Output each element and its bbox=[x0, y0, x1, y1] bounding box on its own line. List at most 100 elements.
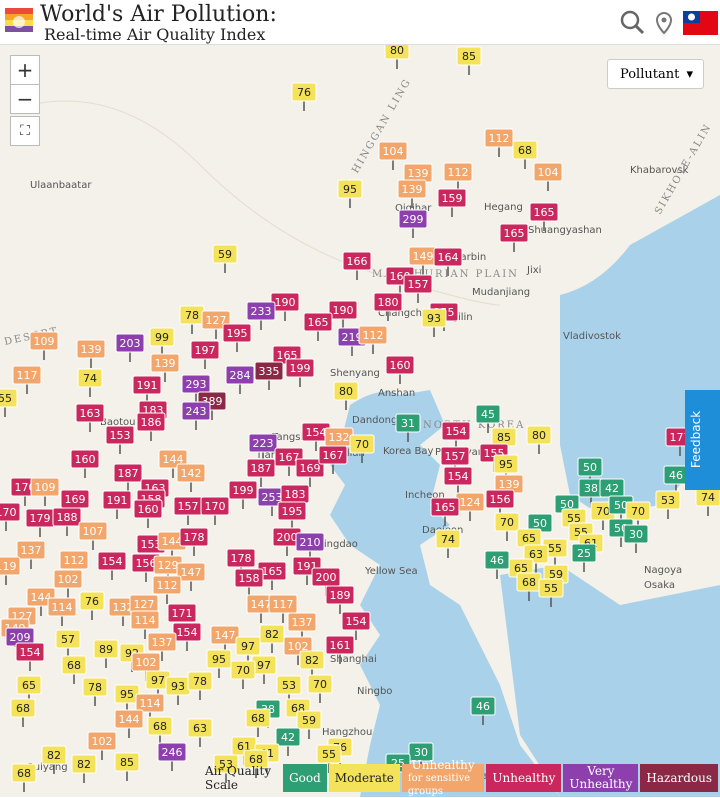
aqi-marker[interactable]: 74 bbox=[77, 368, 103, 397]
aqi-marker[interactable]: 163 bbox=[75, 403, 105, 432]
aqi-marker[interactable]: 68 bbox=[10, 698, 36, 727]
aqi-marker[interactable]: 76 bbox=[291, 82, 317, 111]
aqi-marker[interactable]: 74 bbox=[435, 529, 461, 558]
aqi-marker[interactable]: 223 bbox=[248, 433, 278, 462]
aqi-marker[interactable]: 68 bbox=[147, 716, 173, 745]
aqi-marker[interactable]: 59 bbox=[212, 244, 238, 273]
aqi-marker[interactable]: 142 bbox=[176, 463, 206, 492]
fullscreen[interactable]: ⛶ bbox=[10, 116, 40, 146]
aqi-marker[interactable]: 195 bbox=[222, 323, 252, 352]
aqi-marker[interactable]: 178 bbox=[179, 527, 209, 556]
aqi-marker[interactable]: 169 bbox=[60, 489, 90, 518]
aqi-marker[interactable]: 114 bbox=[47, 597, 77, 626]
aqi-marker[interactable]: 165 bbox=[257, 561, 287, 590]
aqi-marker[interactable]: 46 bbox=[484, 550, 510, 579]
aqi-marker[interactable]: 102 bbox=[53, 569, 83, 598]
aqi-marker[interactable]: 78 bbox=[82, 677, 108, 706]
aqi-marker[interactable]: 156 bbox=[485, 489, 515, 518]
aqi-marker[interactable]: 80 bbox=[526, 425, 552, 454]
aqi-marker[interactable]: 180 bbox=[373, 292, 403, 321]
aqi-marker[interactable]: 45 bbox=[475, 404, 501, 433]
aqi-marker[interactable]: 53 bbox=[655, 490, 681, 519]
aqi-marker[interactable]: 203 bbox=[115, 333, 145, 362]
aqi-marker[interactable]: 97 bbox=[235, 636, 261, 665]
aqi-marker[interactable]: 68 bbox=[61, 655, 87, 684]
aqi-marker[interactable]: 78 bbox=[187, 671, 213, 700]
aqi-marker[interactable]: 78 bbox=[179, 305, 205, 334]
aqi-marker[interactable]: 107 bbox=[78, 521, 108, 550]
aqi-marker[interactable]: 109 bbox=[29, 331, 59, 360]
aqi-marker[interactable]: 191 bbox=[102, 490, 132, 519]
aqi-marker[interactable]: 55 bbox=[0, 388, 18, 417]
aqi-marker[interactable]: 293 bbox=[181, 374, 211, 403]
aqi-marker[interactable]: 154 bbox=[441, 421, 471, 450]
aqi-marker[interactable]: 154 bbox=[172, 622, 202, 651]
aqi-marker[interactable]: 93 bbox=[421, 308, 447, 337]
aqi-marker[interactable]: 80 bbox=[384, 45, 410, 69]
aqi-marker[interactable]: 210 bbox=[295, 532, 325, 561]
aqi-marker[interactable]: 68 bbox=[512, 140, 538, 169]
aqi-marker[interactable]: 299 bbox=[398, 209, 428, 238]
aqi-marker[interactable]: 171 bbox=[167, 603, 197, 632]
aqi-marker[interactable]: 154 bbox=[341, 611, 371, 640]
aqi-marker[interactable]: 144 bbox=[114, 709, 144, 738]
aqi-marker[interactable]: 139 bbox=[76, 339, 106, 368]
aqi-marker[interactable]: 284 bbox=[225, 365, 255, 394]
aqi-marker[interactable]: 85 bbox=[114, 752, 140, 781]
aqi-marker[interactable]: 154 bbox=[15, 642, 45, 671]
aqi-marker[interactable]: 154 bbox=[301, 422, 331, 451]
aqi-marker[interactable]: 114 bbox=[135, 693, 165, 722]
aqi-marker[interactable]: 112 bbox=[484, 128, 514, 157]
aqi-marker[interactable]: 70 bbox=[625, 501, 651, 530]
aqi-marker[interactable]: 80 bbox=[333, 381, 359, 410]
aqi-marker[interactable]: 70 bbox=[307, 674, 333, 703]
aqi-marker[interactable]: 102 bbox=[87, 731, 117, 760]
aqi-marker[interactable]: 139 bbox=[397, 179, 427, 208]
aqi-marker[interactable]: 183 bbox=[280, 484, 310, 513]
aqi-marker[interactable]: 159 bbox=[437, 188, 467, 217]
aqi-marker[interactable]: 200 bbox=[272, 527, 302, 556]
aqi-marker[interactable]: 189 bbox=[325, 585, 355, 614]
aqi-marker[interactable]: 127 bbox=[201, 310, 231, 339]
aqi-marker[interactable]: 117 bbox=[268, 594, 298, 623]
aqi-marker[interactable]: 95 bbox=[114, 684, 140, 713]
aqi-marker[interactable]: 82 bbox=[41, 745, 67, 774]
aqi-marker[interactable]: 170 bbox=[0, 502, 21, 531]
aqi-marker[interactable]: 186 bbox=[136, 412, 166, 441]
aqi-marker[interactable]: 50 bbox=[577, 457, 603, 486]
aqi-marker[interactable]: 82 bbox=[299, 650, 325, 679]
aqi-marker[interactable]: 154 bbox=[443, 466, 473, 495]
aqi-marker[interactable]: 102 bbox=[131, 652, 161, 681]
aqi-marker[interactable]: 187 bbox=[246, 458, 276, 487]
aqi-marker[interactable]: 165 bbox=[430, 497, 460, 526]
aqi-marker[interactable]: 112 bbox=[358, 325, 388, 354]
aqi-marker[interactable]: 165 bbox=[303, 312, 333, 341]
aqi-marker[interactable]: 95 bbox=[337, 179, 363, 208]
aqi-marker[interactable]: 167 bbox=[318, 445, 348, 474]
aqi-marker[interactable]: 82 bbox=[71, 754, 97, 783]
aqi-marker[interactable]: 53 bbox=[276, 675, 302, 704]
zoom-out[interactable]: − bbox=[10, 84, 40, 114]
aqi-marker[interactable]: 63 bbox=[187, 718, 213, 747]
aqi-marker[interactable]: 179 bbox=[25, 508, 55, 537]
aqi-marker[interactable]: 112 bbox=[443, 162, 473, 191]
aqi-marker[interactable]: 112 bbox=[59, 550, 89, 579]
aqi-marker[interactable]: 170 bbox=[200, 496, 230, 525]
aqi-marker[interactable]: 112 bbox=[152, 575, 182, 604]
aqi-marker[interactable]: 30 bbox=[408, 742, 434, 771]
aqi-marker[interactable]: 147 bbox=[210, 625, 240, 654]
aqi-marker[interactable]: 137 bbox=[147, 632, 177, 661]
aqi-marker[interactable]: 139 bbox=[494, 474, 524, 503]
aqi-marker[interactable]: 157 bbox=[440, 446, 470, 475]
aqi-marker[interactable]: 42 bbox=[275, 727, 301, 756]
aqi-marker[interactable]: 70 bbox=[230, 660, 256, 689]
aqi-marker[interactable]: 233 bbox=[246, 301, 276, 330]
aqi-marker[interactable]: 187 bbox=[113, 463, 143, 492]
aqi-marker[interactable]: 70 bbox=[494, 512, 520, 541]
aqi-marker[interactable]: 137 bbox=[287, 612, 317, 641]
aqi-marker[interactable]: 68 bbox=[11, 763, 37, 792]
aqi-marker[interactable]: 153 bbox=[105, 425, 135, 454]
aqi-marker[interactable]: 195 bbox=[277, 501, 307, 530]
aqi-marker[interactable]: 124 bbox=[455, 492, 485, 521]
feedback-tab[interactable]: Feedback bbox=[685, 390, 720, 490]
